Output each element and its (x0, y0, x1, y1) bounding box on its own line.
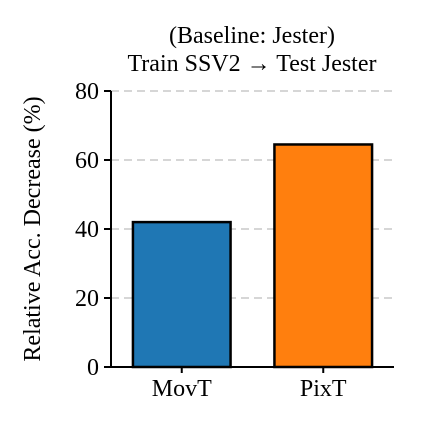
y-axis-label: Relative Acc. Decrease (%) (20, 96, 46, 361)
y-tick-label-80: 80 (75, 79, 99, 105)
y-tick-label-0: 0 (87, 355, 99, 381)
x-tick-label-movt: MovT (152, 376, 212, 402)
y-ticks: 0 20 40 60 80 (75, 79, 111, 381)
bar-pixt (273, 143, 374, 369)
bar-movt (131, 220, 232, 369)
y-tick-label-60: 60 (75, 148, 99, 174)
y-tick-label-40: 40 (75, 217, 99, 243)
x-tick-label-pixt: PixT (300, 376, 347, 402)
chart-title-line-1: (Baseline: Jester) (169, 23, 335, 49)
chart-title-line-2: Train SSV2 → Test Jester (127, 51, 376, 77)
y-tick-label-20: 20 (75, 286, 99, 312)
x-ticks: MovT PixT (152, 367, 347, 402)
bars (131, 143, 374, 369)
